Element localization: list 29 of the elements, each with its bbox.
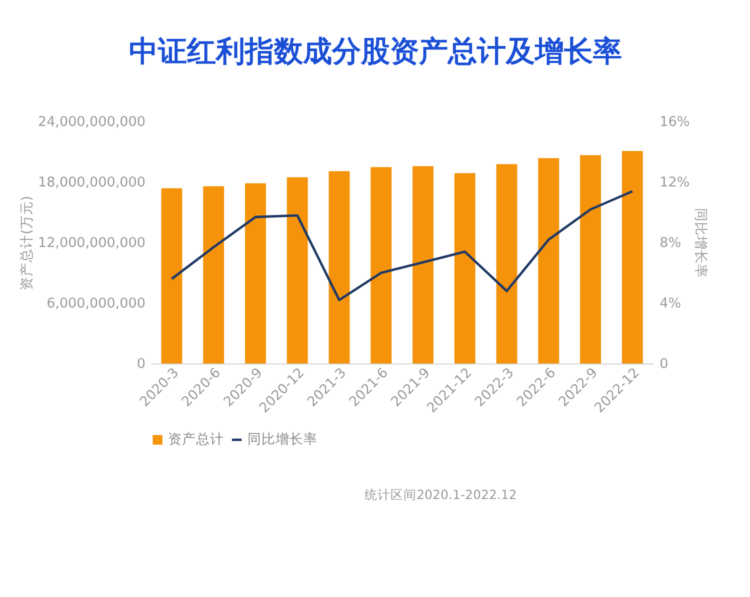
- bar: [286, 177, 308, 364]
- bar: [412, 166, 434, 364]
- bar: [245, 183, 266, 364]
- bar: [370, 167, 392, 364]
- y2-tick-label: 8%: [660, 235, 682, 252]
- y2-tick-label: 0: [660, 356, 668, 372]
- y2-tick-label: 16%: [660, 114, 690, 130]
- y-axis-title: 资产总计(万元): [19, 196, 36, 290]
- bar: [622, 151, 643, 364]
- bar: [496, 164, 518, 364]
- legend-label: 同比增长率: [247, 432, 318, 448]
- y-tick-label: 18,000,000,000: [38, 174, 146, 191]
- y-tick-label: 0: [136, 356, 146, 372]
- text: 统计区间2020.1-2022.12: [364, 486, 517, 502]
- y-tick-label: 12,000,000,000: [38, 235, 146, 252]
- chart-title: 中证红利指数成分股资产总计及增长率: [128, 34, 622, 68]
- legend-label: 资产总计: [168, 432, 224, 448]
- y-tick-label: 24,000,000,000: [38, 114, 146, 130]
- bar: [328, 171, 350, 364]
- y-tick-label: 6,000,000,000: [46, 295, 146, 312]
- y2-tick-label: 4%: [660, 295, 682, 312]
- bar: [580, 155, 601, 364]
- y2-axis-title: 同比增长率: [692, 208, 708, 278]
- bar: [538, 158, 560, 364]
- bar: [454, 173, 476, 364]
- bar: [161, 188, 182, 364]
- line-series: [170, 190, 634, 302]
- y2-tick-label: 12%: [660, 174, 690, 191]
- bar: [203, 186, 224, 364]
